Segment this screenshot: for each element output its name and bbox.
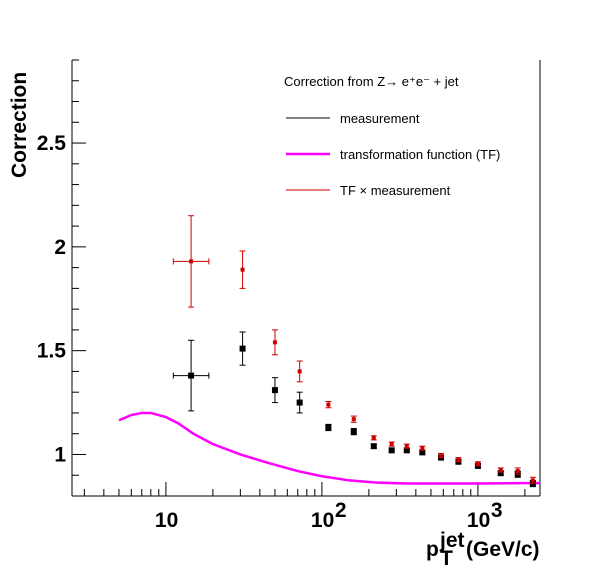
x-tick-label-exponent: 2 xyxy=(335,499,347,522)
data-point xyxy=(529,476,536,485)
measurement-marker xyxy=(388,447,395,454)
y-tick-label: 1 xyxy=(54,443,66,466)
x-axis-title-main: p xyxy=(426,538,439,561)
data-point xyxy=(172,215,210,308)
x-axis-title-units: (GeV/c) xyxy=(466,538,540,561)
tf-times-measurement-marker xyxy=(439,453,444,458)
x-axis-title: p jet T (GeV/c) xyxy=(426,529,540,570)
measurement-marker xyxy=(370,443,377,450)
tf-times-measurement-marker xyxy=(404,444,409,449)
tf-times-measurement-marker xyxy=(351,417,356,422)
tf-times-measurement-marker xyxy=(515,469,520,474)
measurement-marker xyxy=(296,399,303,406)
data-point xyxy=(497,467,504,473)
tf-times-measurement-marker xyxy=(475,461,480,466)
tf-times-measurement-series xyxy=(172,215,536,485)
data-point xyxy=(239,250,246,289)
x-tick-label: 10 xyxy=(311,509,334,532)
data-point xyxy=(350,428,357,436)
y-tick-label: 2 xyxy=(54,236,66,259)
data-point xyxy=(388,447,395,454)
measurement-marker xyxy=(403,447,410,454)
y-axis-title: Correction xyxy=(8,72,31,178)
tf-times-measurement-marker xyxy=(272,340,277,345)
x-tick-label: 10 xyxy=(467,509,490,532)
measurement-marker xyxy=(325,424,332,431)
x-axis-title-sub: T xyxy=(440,547,453,570)
tf-times-measurement-marker xyxy=(498,468,503,473)
data-point xyxy=(370,443,377,450)
x-tick-label: 10 xyxy=(155,509,178,532)
data-point xyxy=(419,445,426,451)
data-point xyxy=(474,461,481,467)
tf-times-measurement-marker xyxy=(297,369,302,374)
data-point xyxy=(325,401,332,409)
data-point xyxy=(388,441,395,447)
data-point xyxy=(239,331,246,366)
x-tick-label-exponent: 3 xyxy=(491,499,503,522)
tf-times-measurement-marker xyxy=(326,402,331,407)
data-point xyxy=(296,391,303,414)
legend: Correction from Z→ e⁺e⁻ + jet measuremen… xyxy=(284,74,500,198)
y-tick-label: 1.5 xyxy=(37,340,67,363)
tf-times-measurement-marker xyxy=(420,446,425,451)
tf-curve xyxy=(118,411,540,485)
measurement-marker xyxy=(497,470,504,477)
data-point xyxy=(325,423,332,432)
data-point xyxy=(403,443,410,449)
data-point xyxy=(370,435,377,441)
measurement-marker xyxy=(239,345,246,352)
tf-times-measurement-marker xyxy=(240,267,245,272)
series-points xyxy=(172,215,536,488)
data-point xyxy=(271,329,278,356)
plot-frame xyxy=(71,60,541,497)
legend-tf-label: transformation function (TF) xyxy=(340,147,500,162)
x-axis-ticks xyxy=(83,482,526,496)
data-point xyxy=(455,457,462,463)
data-point xyxy=(296,360,303,383)
legend-title: Correction from Z→ e⁺e⁻ + jet xyxy=(284,74,459,89)
measurement-marker xyxy=(188,372,195,379)
data-point xyxy=(271,377,278,404)
x-axis-tick-labels: 10 10 2 10 3 xyxy=(155,499,503,532)
legend-tf-measurement-label: TF × measurement xyxy=(340,183,451,198)
measurement-marker xyxy=(350,428,357,435)
tf-times-measurement-marker xyxy=(530,478,535,483)
y-tick-label: 2.5 xyxy=(37,132,67,155)
y-axis-ticks xyxy=(72,59,86,497)
tf-times-measurement-marker xyxy=(189,259,194,264)
x-axis-title-sup: jet xyxy=(439,529,465,552)
data-point xyxy=(438,452,445,459)
y-axis-tick-labels: 1 1.5 2 2.5 xyxy=(37,132,67,466)
data-point xyxy=(350,415,357,423)
legend-measurement-label: measurement xyxy=(340,111,420,126)
measurement-marker xyxy=(271,387,278,394)
tf-times-measurement-marker xyxy=(456,457,461,462)
data-point xyxy=(172,339,210,412)
data-point xyxy=(514,467,521,475)
tf-times-measurement-marker xyxy=(389,442,394,447)
tf-times-measurement-marker xyxy=(371,435,376,440)
measurement-marker xyxy=(419,449,426,456)
